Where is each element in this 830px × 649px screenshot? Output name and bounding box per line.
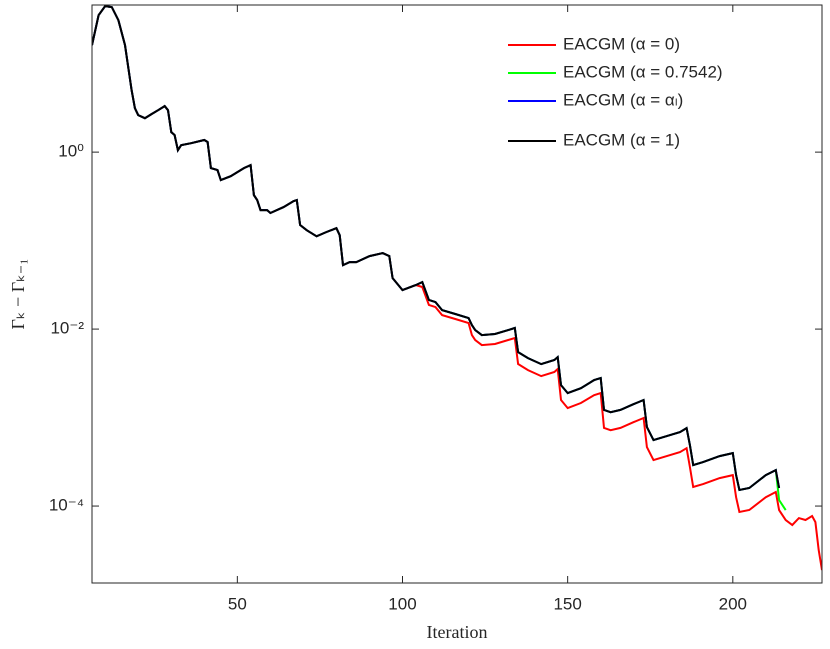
x-tick-label: 100 bbox=[388, 594, 416, 613]
legend-label: EACGM (α = αₗ) bbox=[563, 90, 683, 109]
y-axis-label: Γₖ − Γₖ₋₁ bbox=[8, 258, 28, 329]
x-tick-label: 150 bbox=[553, 594, 581, 613]
legend-label: EACGM (α = 0.7542) bbox=[563, 62, 723, 81]
x-tick-label: 50 bbox=[228, 594, 247, 613]
plot-area bbox=[92, 5, 822, 583]
legend-label: EACGM (α = 0) bbox=[563, 34, 680, 53]
legend-label: EACGM (α = 1) bbox=[563, 130, 680, 149]
axes-box bbox=[91, 4, 823, 584]
x-axis-label: Iteration bbox=[427, 622, 488, 642]
y-tick-label: 10⁻² bbox=[50, 319, 84, 338]
series-line bbox=[92, 5, 781, 492]
y-tick-label: 10⁻⁴ bbox=[49, 496, 84, 515]
x-tick-label: 200 bbox=[719, 594, 747, 613]
y-tick-label: 10⁰ bbox=[58, 142, 84, 161]
